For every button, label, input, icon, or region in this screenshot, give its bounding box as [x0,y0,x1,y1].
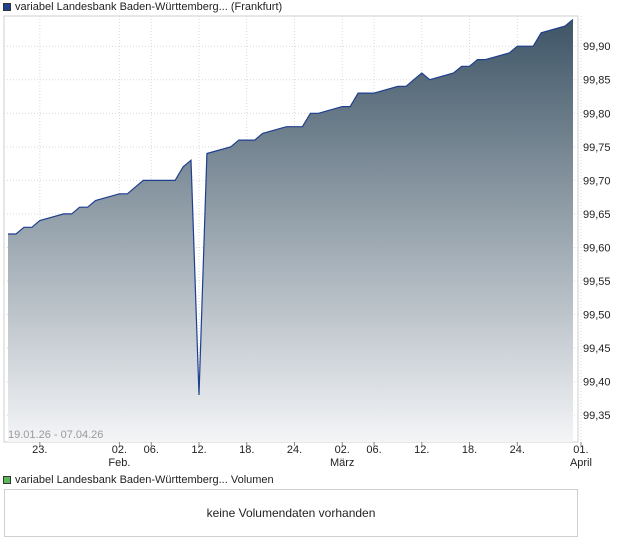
x-tick-sublabel: April [570,457,592,469]
legend-price-label: variabel Landesbank Baden-Württemberg...… [15,1,283,13]
y-tick-label: 99,90 [583,41,611,53]
y-tick-label: 99,80 [583,108,611,120]
x-tick-label: 12. [191,444,206,456]
x-tick-sublabel: März [330,457,354,469]
legend-price: variabel Landesbank Baden-Württemberg...… [3,0,282,14]
y-tick-label: 99,40 [583,377,611,389]
y-tick-label: 99,35 [583,410,611,422]
x-tick-label: 02. [335,444,350,456]
price-chart: 99,90 99,85 99,80 99,75 99,70 99,65 99,60 99,55… [3,15,611,469]
x-tick-label: 18. [462,444,477,456]
x-tick-label: 23. [32,444,47,456]
volume-empty-message: keine Volumendaten vorhanden [206,506,376,520]
legend-volume-label: variabel Landesbank Baden-Württemberg...… [15,474,274,486]
legend-volume: variabel Landesbank Baden-Württemberg...… [3,473,274,487]
x-tick-label: 18. [239,444,254,456]
x-tick-sublabel: Feb. [108,457,130,469]
x-tick-label: 12. [414,444,429,456]
price-line [8,18,574,396]
x-tick-label: 24. [510,444,525,456]
legend-price-swatch [3,3,11,11]
x-tick-label: 02. [112,444,127,456]
x-tick-label: 06. [366,444,381,456]
y-tick-label: 99,50 [583,310,611,322]
y-tick-label: 99,45 [583,343,611,355]
legend-volume-swatch [3,476,11,484]
price-area [8,19,573,443]
y-tick-label: 99,65 [583,209,611,221]
y-tick-label: 99,55 [583,276,611,288]
date-range-label: 19.01.26 - 07.04.26 [8,429,103,441]
x-tick-label: 01. [573,444,588,456]
y-tick-label: 99,60 [583,242,611,254]
y-tick-label: 99,75 [583,142,611,154]
volume-panel: keine Volumendaten vorhanden [4,489,578,537]
x-tick-label: 24. [287,444,302,456]
y-tick-label: 99,70 [583,175,611,187]
x-tick-label: 06. [144,444,159,456]
y-tick-label: 99,85 [583,75,611,87]
